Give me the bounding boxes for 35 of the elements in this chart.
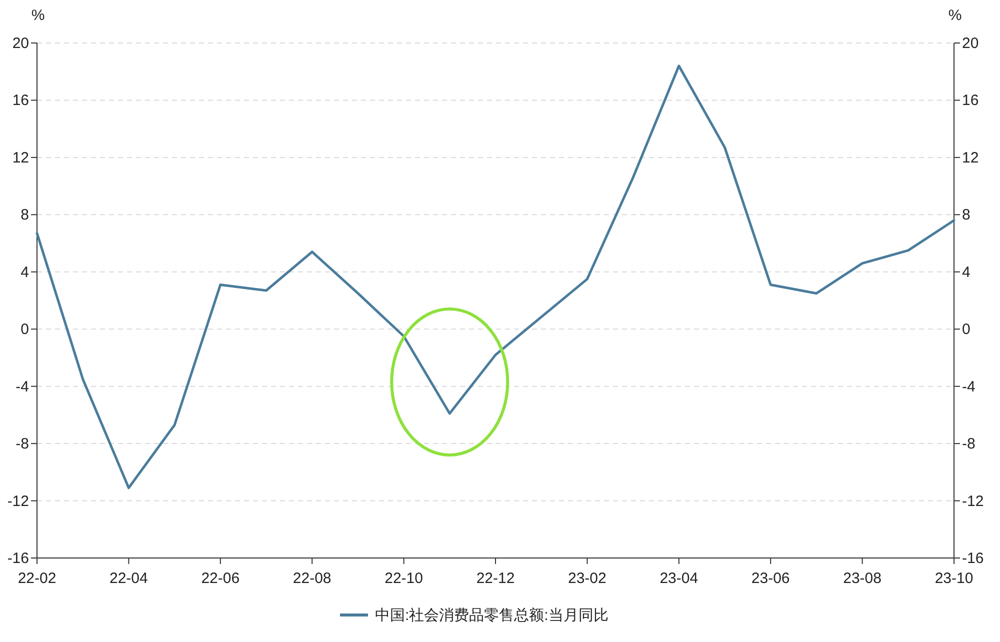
legend-label: 中国:社会消费品零售总额:当月同比 (375, 607, 608, 624)
x-tick-label: 23-10 (934, 570, 974, 587)
x-tick-label: 23-04 (660, 570, 698, 587)
y2-tick-label: 20 (962, 35, 979, 52)
y-tick-label: 4 (20, 264, 29, 281)
y-tick-label: 20 (12, 35, 29, 52)
y2-tick-label: 16 (962, 92, 979, 110)
y2-tick-label: -8 (962, 436, 976, 453)
x-tick-label: 22-08 (292, 570, 332, 587)
y-tick-label: -8 (16, 436, 29, 453)
y2-tick-label: 12 (962, 149, 979, 166)
y-tick-label: -4 (16, 378, 29, 396)
y2-tick-label: 4 (962, 264, 970, 281)
y2-tick-label: -16 (962, 550, 984, 567)
x-tick-label: 23-08 (843, 570, 882, 587)
y-tick-label: 16 (12, 92, 29, 110)
x-tick-label: 22-12 (476, 570, 515, 587)
x-tick-label: 22-06 (201, 570, 240, 587)
y-axis-title: % (31, 7, 45, 24)
y-tick-label: 0 (20, 321, 29, 338)
y-tick-label: 8 (20, 206, 29, 224)
y2-axis-title: % (948, 7, 962, 24)
y2-tick-label: -12 (962, 492, 984, 510)
y-tick-label: 12 (12, 149, 29, 166)
y-tick-label: -16 (7, 550, 29, 567)
y2-tick-label: -4 (962, 378, 976, 396)
x-tick-label: 22-10 (384, 570, 423, 587)
x-tick-label: 23-02 (568, 570, 606, 587)
line-series (36, 64, 956, 490)
x-tick-label: 22-02 (18, 570, 56, 587)
x-tick-label: 22-04 (110, 570, 148, 587)
y2-tick-label: 0 (962, 321, 970, 338)
y-tick-label: -12 (7, 492, 29, 510)
x-tick-label: 23-06 (751, 570, 790, 587)
y2-tick-label: 8 (962, 206, 970, 224)
